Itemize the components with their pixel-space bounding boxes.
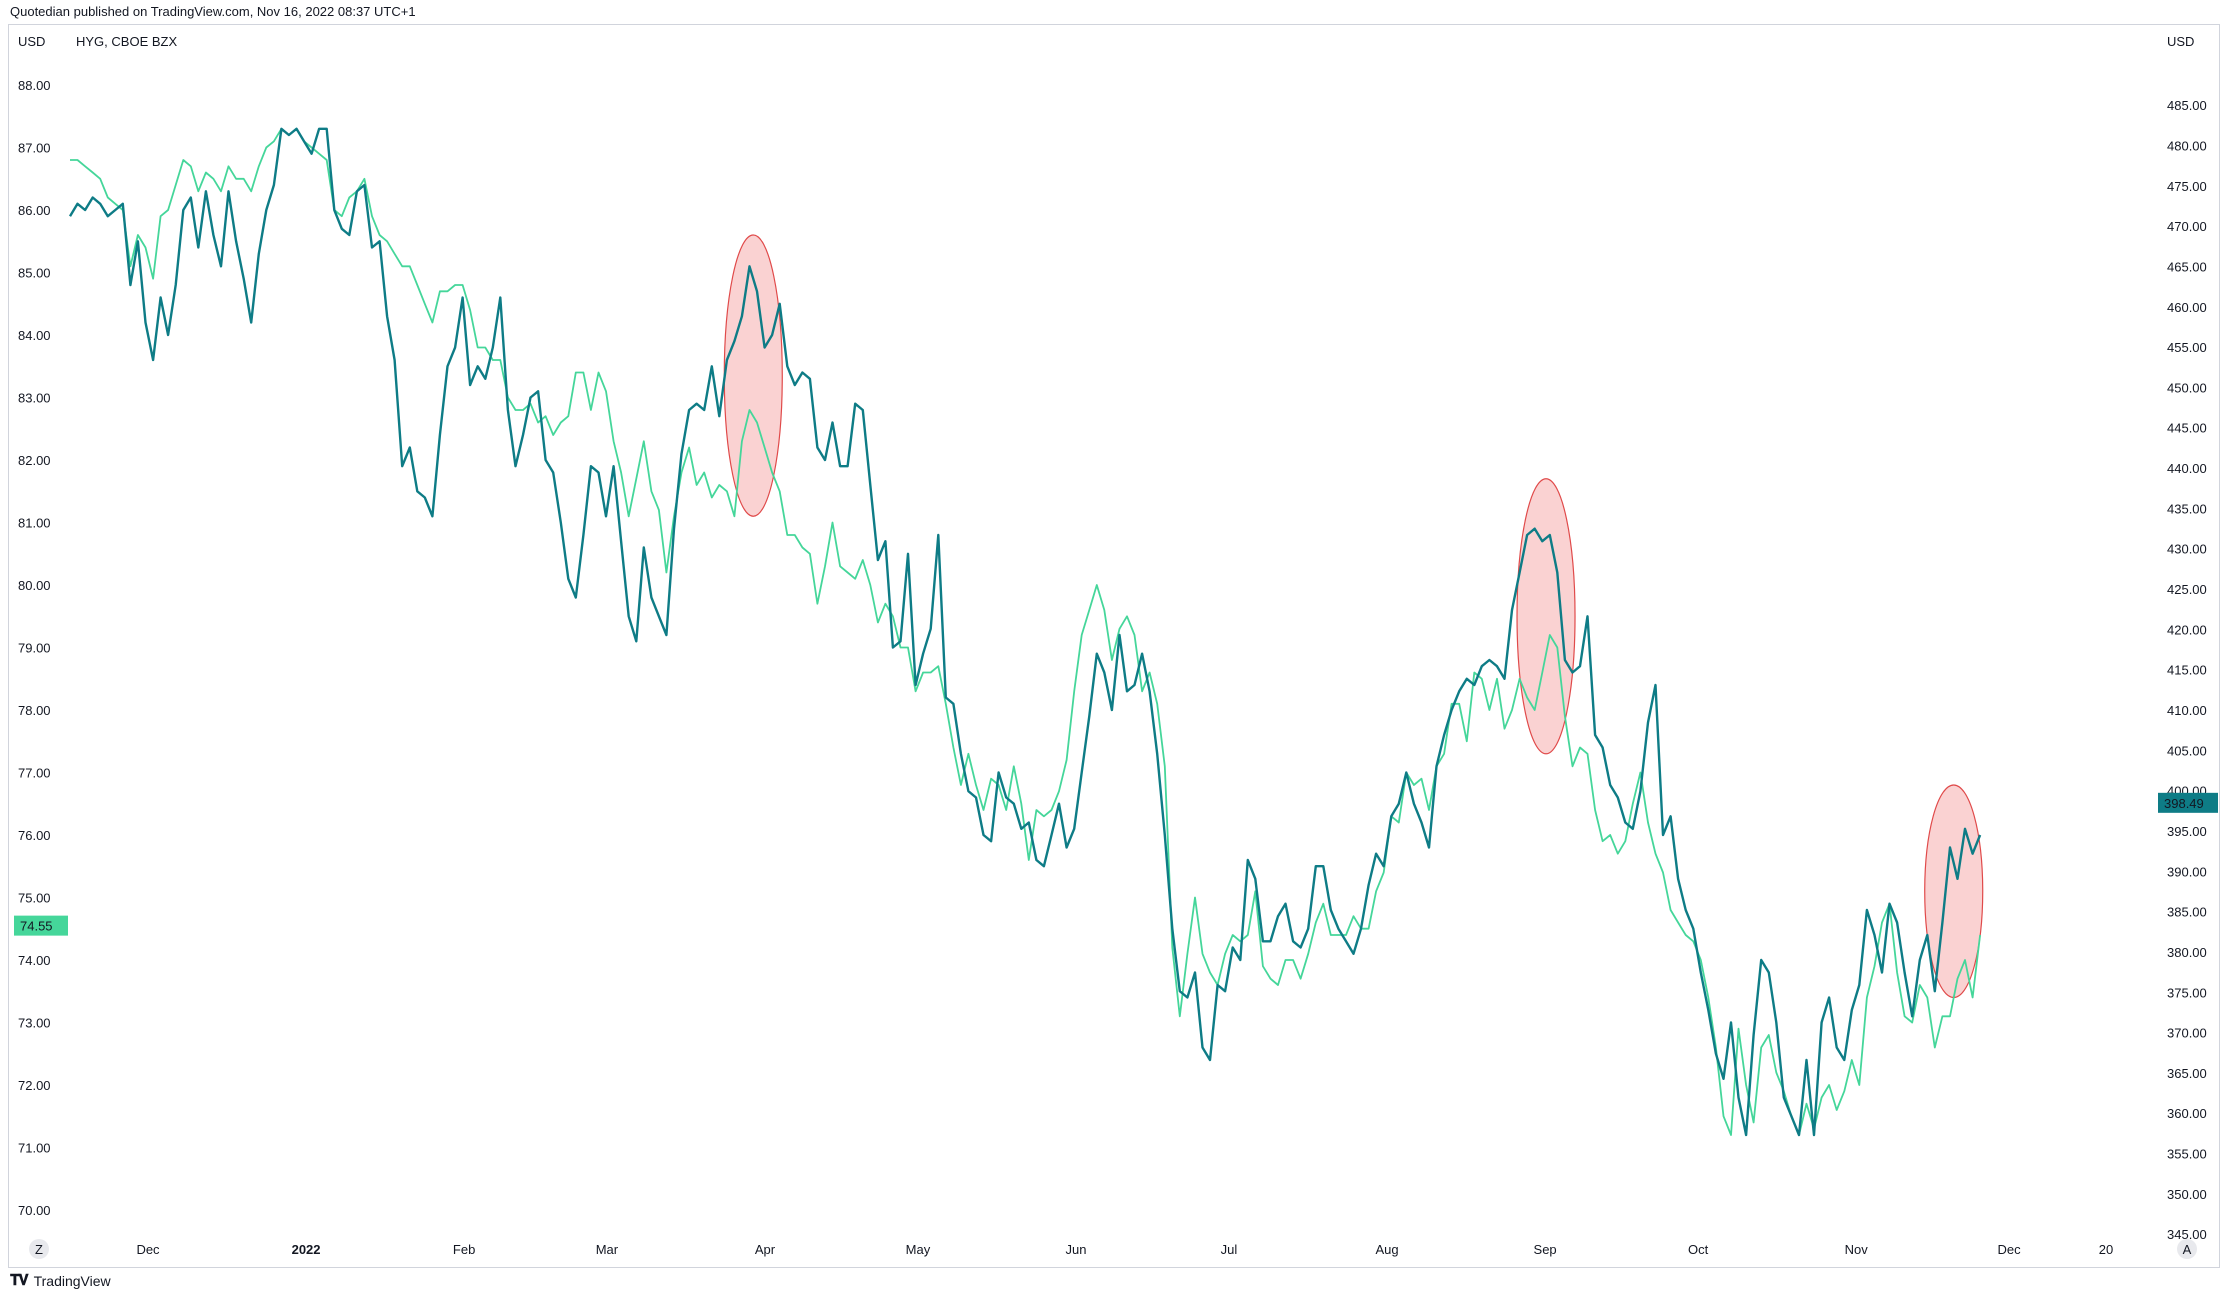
x-tick-label: Dec (136, 1242, 160, 1257)
right-tick-label: 345.00 (2167, 1227, 2207, 1242)
auto-scale-button-label: A (2183, 1242, 2192, 1257)
left-tick-label: 87.00 (18, 141, 51, 156)
right-tick-label: 430.00 (2167, 542, 2207, 557)
x-tick-label: Aug (1375, 1242, 1398, 1257)
right-tick-label: 465.00 (2167, 259, 2207, 274)
left-last-value-badge (14, 915, 68, 936)
attribution-text: Quotedian published on TradingView.com, … (10, 4, 416, 19)
right-axis[interactable]: 485.00 480.00 475.00 470.00 465.00 460.00 455.… (2167, 98, 2207, 1242)
series-line-hyg (68, 127, 1982, 1137)
right-tick-label: 395.00 (2167, 824, 2207, 839)
right-tick-label: 440.00 (2167, 461, 2207, 476)
right-tick-label: 370.00 (2167, 1026, 2207, 1041)
highlight-ellipse-3 (1924, 784, 1984, 999)
left-tick-label: 82.00 (18, 453, 51, 468)
left-tick-label: 75.00 (18, 891, 51, 906)
right-tick-label: 485.00 (2167, 98, 2207, 113)
left-tick-label: 78.00 (18, 703, 51, 718)
symbol-label: HYG, CBOE BZX (76, 34, 177, 49)
right-tick-label: 385.00 (2167, 905, 2207, 920)
left-tick-label: 88.00 (18, 78, 51, 93)
right-tick-label: 480.00 (2167, 138, 2207, 153)
left-tick-label: 76.00 (18, 828, 51, 843)
right-tick-label: 450.00 (2167, 380, 2207, 395)
highlight-ellipse-2 (1516, 478, 1576, 755)
right-tick-label: 470.00 (2167, 219, 2207, 234)
time-axis[interactable]: Dec 2022 Feb Mar Apr May Jun Jul Aug Sep Oct Nov Dec… (136, 1242, 2113, 1257)
x-tick-label: 2022 (292, 1242, 321, 1257)
left-tick-label: 73.00 (18, 1016, 51, 1031)
right-tick-label: 435.00 (2167, 501, 2207, 516)
right-tick-label: 460.00 (2167, 300, 2207, 315)
right-tick-label: 360.00 (2167, 1106, 2207, 1121)
left-tick-label: 84.00 (18, 328, 51, 343)
right-tick-label: 365.00 (2167, 1066, 2207, 1081)
footer-brand: TradingView (33, 1272, 111, 1289)
x-tick-label: Nov (1845, 1242, 1869, 1257)
x-tick-label: Jul (1221, 1242, 1238, 1257)
right-last-value-badge (2158, 792, 2218, 813)
right-tick-label: 415.00 (2167, 663, 2207, 678)
x-tick-label: Dec (1998, 1242, 2022, 1257)
left-tick-label: 80.00 (18, 578, 51, 593)
left-tick-label: 72.00 (18, 1078, 51, 1093)
left-tick-label: 77.00 (18, 766, 51, 781)
x-tick-label: Apr (755, 1242, 776, 1257)
tradingview-logo-icon: 𝐓𝐕 (10, 1272, 29, 1289)
left-tick-label: 83.00 (18, 391, 51, 406)
left-tick-label: 86.00 (18, 203, 51, 218)
right-tick-label: 355.00 (2167, 1147, 2207, 1162)
x-tick-label: 20 (2099, 1242, 2113, 1257)
right-currency-label: USD (2167, 34, 2194, 49)
left-axis[interactable]: 88.00 87.00 86.00 85.00 84.00 83.00 82.00 81.00… (18, 78, 51, 1218)
left-last-value-text: 74.55 (20, 919, 53, 934)
zoom-button-left-label: Z (35, 1242, 43, 1257)
series-lines (68, 127, 1982, 1137)
left-currency-label: USD (18, 34, 45, 49)
right-tick-label: 410.00 (2167, 703, 2207, 718)
left-tick-label: 71.00 (18, 1141, 51, 1156)
left-tick-label: 85.00 (18, 266, 51, 281)
left-tick-label: 81.00 (18, 516, 51, 531)
x-tick-label: Jun (1066, 1242, 1087, 1257)
left-tick-label: 70.00 (18, 1203, 51, 1218)
chart-frame (8, 24, 2220, 1268)
auto-scale-button[interactable]: A (2177, 1239, 2197, 1259)
zoom-button-left[interactable]: Z (29, 1239, 49, 1259)
x-tick-label: Mar (596, 1242, 619, 1257)
left-tick-label: 79.00 (18, 641, 51, 656)
right-tick-label: 475.00 (2167, 179, 2207, 194)
last-value-badges: 74.55 398.49 (14, 792, 2218, 936)
right-tick-label: 405.00 (2167, 743, 2207, 758)
right-last-value-text: 398.49 (2164, 796, 2204, 811)
right-tick-label: 455.00 (2167, 340, 2207, 355)
right-tick-label: 425.00 (2167, 582, 2207, 597)
right-tick-label: 420.00 (2167, 622, 2207, 637)
left-tick-label: 74.00 (18, 953, 51, 968)
highlight-ellipses (723, 234, 1984, 999)
x-tick-label: Feb (453, 1242, 475, 1257)
footer: 𝐓𝐕 TradingView (10, 1272, 111, 1289)
x-tick-label: Oct (1688, 1242, 1709, 1257)
right-tick-label: 390.00 (2167, 864, 2207, 879)
series-line-comparison (70, 127, 1981, 1136)
x-tick-label: May (906, 1242, 931, 1257)
right-tick-label: 375.00 (2167, 985, 2207, 1000)
right-tick-label: 350.00 (2167, 1187, 2207, 1202)
x-tick-label: Sep (1534, 1242, 1557, 1257)
right-tick-label: 380.00 (2167, 945, 2207, 960)
right-tick-label: 445.00 (2167, 421, 2207, 436)
